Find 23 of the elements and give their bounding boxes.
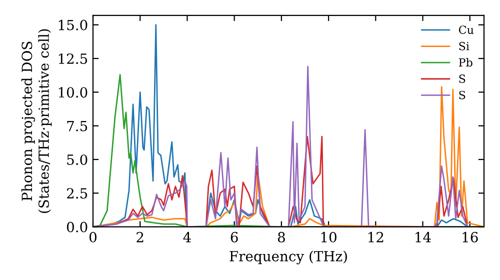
y-tick-label: 0.0	[66, 222, 88, 232]
x-tick-label: 14	[416, 232, 431, 242]
y-tick-label: 15.0	[58, 20, 88, 30]
y-tick-label: 2.5	[66, 188, 88, 199]
y-tick-label: 5.0	[67, 154, 88, 165]
y-tick-label: 12.5	[58, 53, 88, 64]
x-tick-label: 4	[183, 232, 191, 242]
x-tick-label: 12	[368, 232, 384, 242]
y-tick-label: 7.5	[67, 120, 88, 132]
y-tick-label: 10.0	[58, 87, 88, 98]
legend-label: S	[459, 74, 466, 83]
x-tick-label: 8	[278, 232, 285, 242]
legend-label: Pb	[458, 58, 472, 67]
x-tick-label: 16	[462, 232, 478, 242]
x-tick-label: 6	[230, 232, 238, 242]
y-axis-title: Phonon projected DOS (States/THz·primitive cell)	[21, 29, 52, 213]
x-tick-label: 2	[136, 232, 144, 242]
legend-label: S	[459, 90, 466, 100]
legend-label: Cu	[458, 26, 474, 34]
x-tick-label: 10	[321, 232, 336, 242]
x-axis-title: Frequency (THz)	[230, 250, 347, 264]
legend-label: Si	[459, 42, 470, 50]
x-tick-label: 0	[89, 232, 96, 242]
